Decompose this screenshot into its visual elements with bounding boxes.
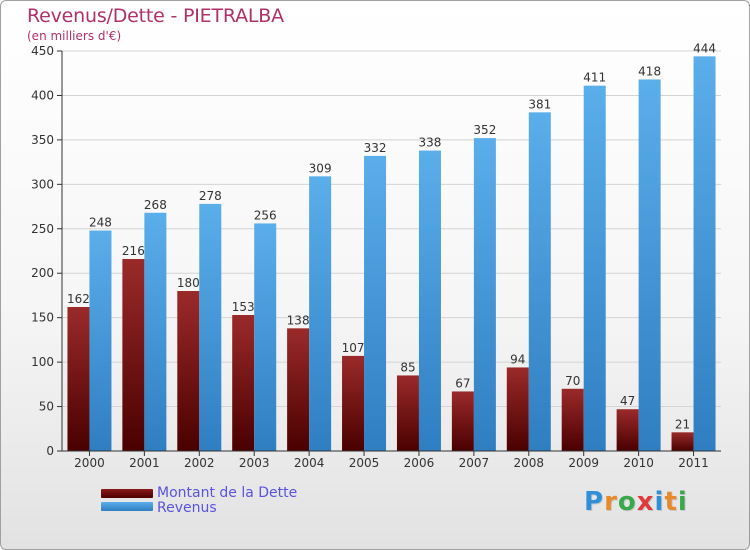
bar-debt [232,315,255,451]
bar-debt [451,391,474,451]
chart-subtitle: (en milliers d'€) [27,29,122,43]
data-label-debt: 180 [177,276,200,290]
legend-label-debt: Montant de la Dette [157,485,298,501]
data-label-revenue: 352 [473,123,496,137]
bar-revenue [364,155,387,451]
x-tick-label: 2004 [294,456,325,470]
x-tick-label: 2003 [239,456,270,470]
legend-swatch-revenue [101,502,153,511]
value-labels: 162 248 216 268 180 278 153 256 138 309 107 332 85 33… [67,41,716,431]
y-tick-label: 250 [31,222,54,236]
bar-revenue [418,150,441,452]
y-tick-label: 450 [31,44,54,58]
data-label-debt: 107 [342,341,365,355]
y-tick-label: 200 [31,266,54,280]
y-tick-label: 50 [39,400,54,414]
data-label-revenue: 381 [528,97,551,111]
proxiti-logo: Proxiti [584,487,688,517]
bar-debt [506,367,529,451]
data-label-debt: 21 [675,417,690,431]
bar-revenue [89,230,112,451]
x-tick-label: 2008 [514,456,545,470]
x-tick-label: 2010 [623,456,654,470]
bar-debt [342,355,365,451]
data-label-revenue: 411 [583,71,606,85]
y-tick-label: 0 [46,444,54,458]
data-label-debt: 216 [122,244,145,258]
y-tick-label: 100 [31,355,54,369]
bar-revenue [528,112,551,451]
data-label-debt: 47 [620,394,635,408]
data-label-revenue: 268 [144,198,167,212]
bar-debt [122,259,145,451]
data-label-revenue: 248 [89,216,112,230]
x-tick-label: 2002 [184,456,215,470]
data-label-debt: 94 [510,352,525,366]
legend-swatch-debt [101,489,153,498]
bar-revenue [693,56,716,451]
bar-revenue [473,138,496,451]
chart-title: Revenus/Dette - PIETRALBA [27,5,284,27]
bar-debt [287,328,310,451]
data-label-revenue: 256 [254,208,277,222]
x-tick-label: 2009 [568,456,599,470]
data-label-debt: 85 [400,360,415,374]
bar-debt [561,388,584,451]
x-tick-label: 2006 [404,456,435,470]
data-label-debt: 138 [287,313,310,327]
data-label-revenue: 278 [199,189,222,203]
data-label-debt: 70 [565,374,580,388]
legend-label-revenue: Revenus [157,500,217,516]
logo-letter: P [584,487,605,517]
bar-revenue [144,212,167,451]
data-label-debt: 153 [232,300,255,314]
data-label-revenue: 338 [419,136,442,150]
x-tick-label: 2007 [459,456,490,470]
data-label-revenue: 332 [364,141,387,155]
bar-debt [616,409,639,451]
y-tick-label: 350 [31,133,54,147]
y-tick-label: 150 [31,311,54,325]
bar-debt [67,307,90,451]
bar-revenue [254,223,277,451]
x-tick-label: 2005 [349,456,380,470]
bars [67,56,716,452]
bar-revenue [199,203,222,451]
data-label-revenue: 309 [309,161,332,175]
bar-debt [177,291,200,451]
bar-debt [671,432,694,451]
data-label-revenue: 444 [693,41,716,55]
bar-debt [396,375,419,451]
y-tick-label: 400 [31,88,54,102]
data-label-debt: 67 [455,376,470,390]
logo-letter: r [604,487,618,517]
data-label-debt: 162 [67,292,90,306]
grid-lines [62,50,721,408]
x-tick-label: 2011 [678,456,709,470]
axes: 0 50 100 150 200 250 300 350 400 450 2000 2001 2002 2… [31,44,721,470]
logo-letter: x [636,487,655,517]
x-tick-label: 2000 [74,456,105,470]
x-tick-label: 2001 [129,456,160,470]
bar-revenue [638,79,661,451]
logo-letter: i [677,487,688,517]
logo-letter: o [617,487,637,517]
data-label-revenue: 418 [638,64,661,78]
bar-revenue [583,85,606,452]
logo-letter: t [664,487,678,517]
logo-letter: i [654,487,665,517]
bar-revenue [309,176,332,452]
y-tick-label: 300 [31,177,54,191]
